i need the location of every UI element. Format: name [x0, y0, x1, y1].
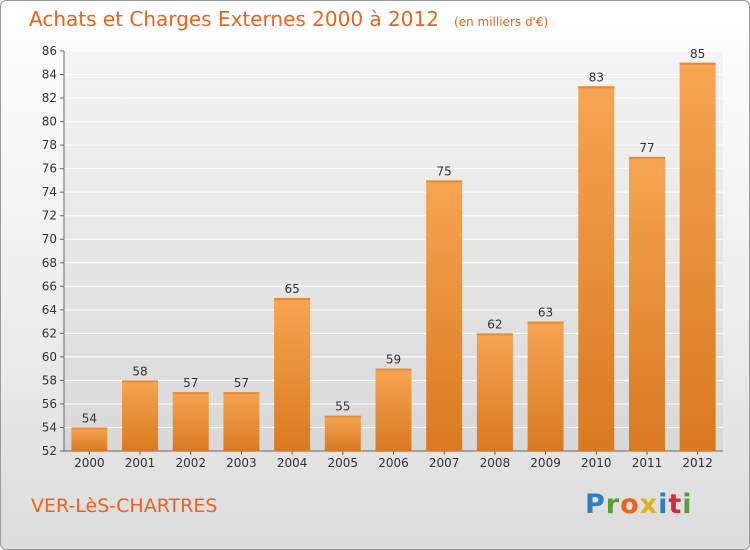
y-tick-label: 78 — [42, 138, 57, 152]
bar — [375, 368, 412, 451]
logo-letter: i — [682, 489, 693, 520]
y-tick-label: 64 — [42, 303, 57, 317]
y-tick-label: 56 — [42, 397, 57, 411]
x-tick-label: 2006 — [378, 456, 409, 470]
bar-value-label: 57 — [183, 376, 198, 390]
bar-value-label: 85 — [690, 47, 705, 61]
bar-top-edge — [527, 321, 564, 324]
bar-value-label: 83 — [589, 70, 604, 84]
bar-value-label: 75 — [437, 164, 452, 178]
bar — [223, 392, 260, 451]
x-tick-label: 2007 — [429, 456, 460, 470]
x-tick-label: 2002 — [175, 456, 206, 470]
y-tick-label: 54 — [42, 420, 57, 434]
x-tick-label: 2001 — [125, 456, 156, 470]
x-tick-label: 2009 — [530, 456, 561, 470]
bar-value-label: 59 — [386, 353, 401, 367]
bar — [172, 392, 209, 451]
commune-name: VER-LèS-CHARTRES — [31, 495, 218, 517]
x-tick-label: 2012 — [682, 456, 713, 470]
bar-top-edge — [628, 156, 665, 159]
logo-letter: r — [605, 489, 621, 520]
logo-letter: x — [639, 489, 659, 520]
bar-top-edge — [375, 368, 412, 371]
bar-top-edge — [324, 415, 361, 418]
bar-value-label: 77 — [639, 141, 654, 155]
y-tick-label: 74 — [42, 185, 57, 199]
bar — [679, 62, 716, 451]
bar-value-label: 57 — [234, 376, 249, 390]
bar — [274, 298, 311, 451]
y-tick-label: 70 — [42, 232, 57, 246]
logo-letter: t — [668, 489, 683, 520]
bar-value-label: 58 — [132, 364, 147, 378]
logo-letter: i — [658, 489, 669, 520]
y-tick-label: 58 — [42, 373, 57, 387]
bar — [71, 427, 108, 451]
bar-top-edge — [476, 333, 513, 336]
bar-top-edge — [426, 180, 463, 183]
title-row: Achats et Charges Externes 2000 à 2012 (… — [29, 7, 548, 31]
proxiti-logo: Proxiti — [585, 489, 693, 520]
chart-title: Achats et Charges Externes 2000 à 2012 — [29, 7, 439, 31]
bar — [426, 180, 463, 452]
chart-unit: (en milliers d'€) — [454, 15, 549, 29]
bar-top-edge — [122, 380, 159, 383]
bar-value-label: 55 — [335, 400, 350, 414]
bar-top-edge — [71, 427, 108, 430]
x-tick-label: 2004 — [277, 456, 308, 470]
bar-top-edge — [223, 392, 260, 395]
bar-top-edge — [578, 86, 615, 89]
bar-top-edge — [172, 392, 209, 395]
y-tick-label: 80 — [42, 115, 57, 129]
bar — [324, 415, 361, 451]
y-tick-label: 68 — [42, 256, 57, 270]
x-tick-label: 2008 — [480, 456, 511, 470]
bar — [578, 86, 615, 451]
bar-value-label: 63 — [538, 306, 553, 320]
x-tick-label: 2003 — [226, 456, 257, 470]
x-tick-label: 2010 — [581, 456, 612, 470]
y-tick-label: 72 — [42, 209, 57, 223]
x-tick-label: 2011 — [632, 456, 663, 470]
y-tick-label: 82 — [42, 91, 57, 105]
bar-top-edge — [274, 298, 311, 301]
y-tick-label: 66 — [42, 279, 57, 293]
bar — [527, 321, 564, 451]
y-tick-label: 76 — [42, 162, 57, 176]
x-tick-label: 2005 — [328, 456, 359, 470]
y-tick-label: 52 — [42, 444, 57, 458]
y-tick-label: 86 — [42, 44, 57, 58]
bar-value-label: 54 — [82, 411, 97, 425]
bar-top-edge — [679, 62, 716, 65]
y-tick-label: 84 — [42, 68, 57, 82]
y-tick-label: 62 — [42, 326, 57, 340]
bar-value-label: 65 — [284, 282, 299, 296]
bar — [628, 156, 665, 451]
logo-letter: o — [620, 489, 640, 520]
bar — [476, 333, 513, 451]
bar-value-label: 62 — [487, 317, 502, 331]
logo-letter: P — [585, 489, 606, 520]
x-tick-label: 2000 — [74, 456, 105, 470]
bar — [122, 380, 159, 451]
y-tick-label: 60 — [42, 350, 57, 364]
